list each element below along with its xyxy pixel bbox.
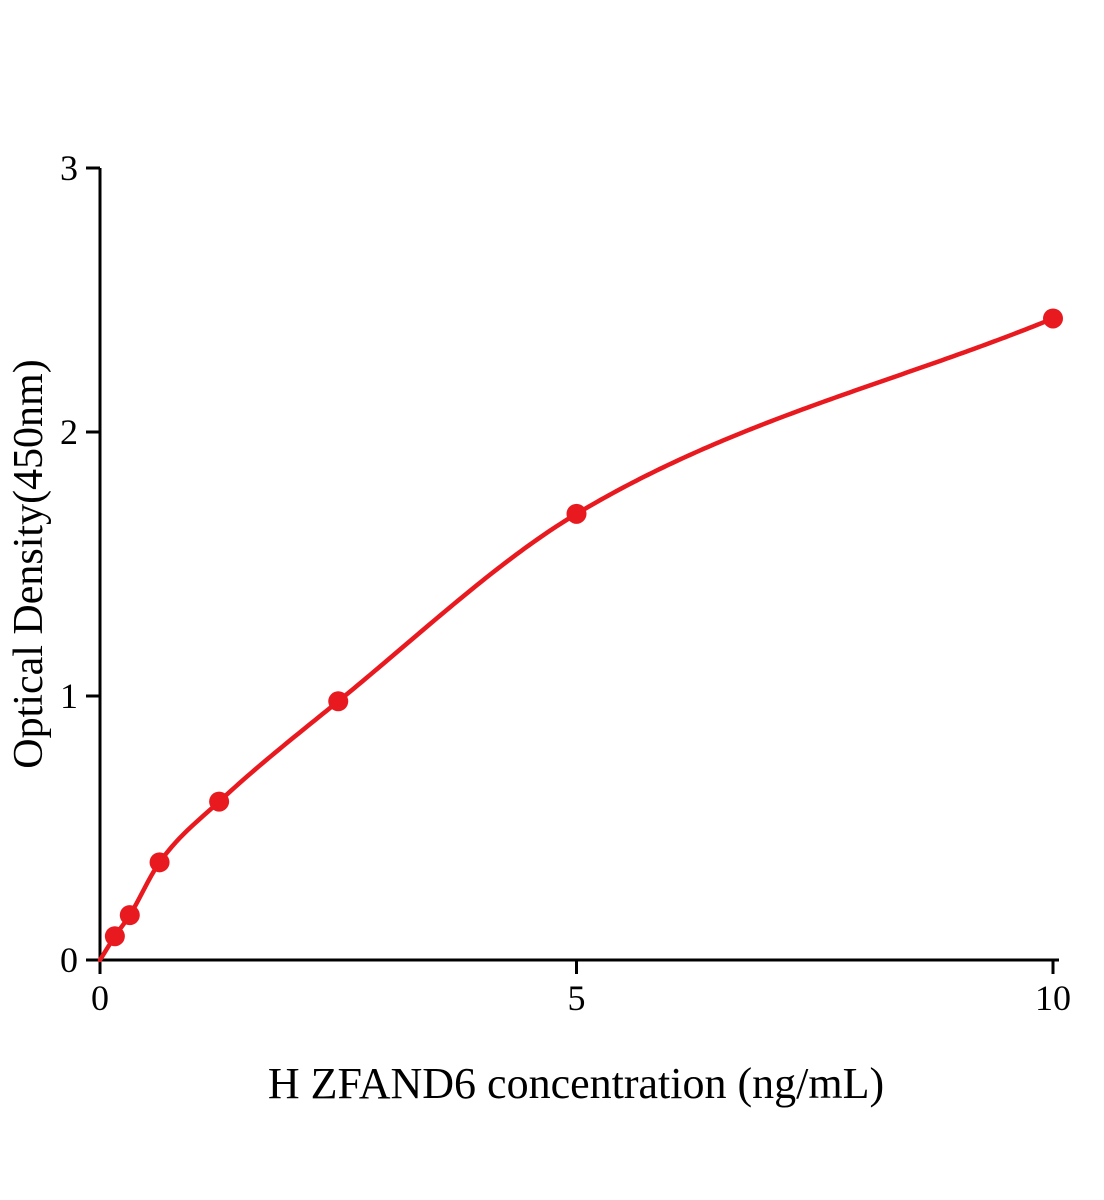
fitted-curve (97, 316, 1056, 963)
y-tick-label: 0 (60, 940, 78, 980)
x-tick-label: 10 (1035, 978, 1071, 1018)
data-point (119, 905, 140, 926)
data-point (209, 791, 230, 812)
y-tick-label: 1 (60, 676, 78, 716)
data-point (328, 691, 349, 712)
y-tick-label: 3 (60, 148, 78, 188)
y-axis-label: Optical Density(450nm) (6, 359, 52, 768)
x-tick-label: 0 (91, 978, 109, 1018)
data-point (1043, 308, 1063, 329)
data-point (149, 852, 170, 873)
chart-generated-layer: 0 1 2 3 0 5 10 (60, 148, 1071, 1018)
x-axis-label: H ZFAND6 concentration (ng/mL) (268, 1059, 884, 1108)
data-point (566, 503, 587, 524)
y-tick-label: 2 (60, 412, 78, 452)
x-tick-label: 5 (568, 978, 586, 1018)
data-point (104, 926, 125, 947)
